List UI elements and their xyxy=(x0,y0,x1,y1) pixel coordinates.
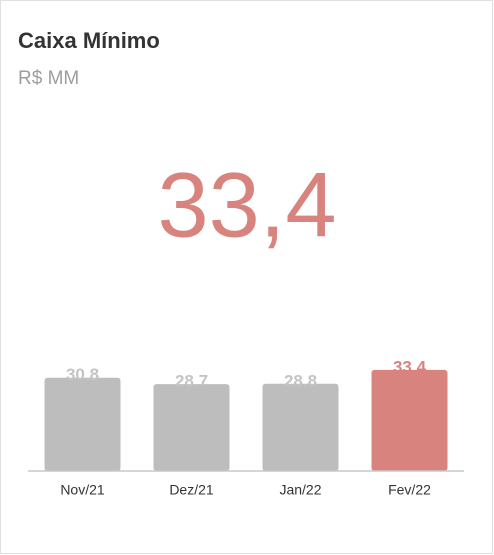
x-tick-label: Jan/22 xyxy=(279,482,321,498)
card-title: Caixa Mínimo xyxy=(18,28,160,53)
data-label: 28.8 xyxy=(284,371,317,390)
x-tick-label: Fev/22 xyxy=(388,482,431,498)
x-tick-label: Dez/21 xyxy=(169,482,214,498)
bar xyxy=(262,383,339,471)
bar xyxy=(371,369,448,471)
x-tick-label: Nov/21 xyxy=(60,482,105,498)
kpi-value: 33,4 xyxy=(157,154,336,256)
data-label: 33.4 xyxy=(393,357,427,376)
card-subtitle: R$ MM xyxy=(18,68,79,89)
bar xyxy=(153,384,230,471)
bar xyxy=(44,377,121,471)
data-label: 28.7 xyxy=(175,372,208,391)
data-label: 30.8 xyxy=(66,365,99,384)
